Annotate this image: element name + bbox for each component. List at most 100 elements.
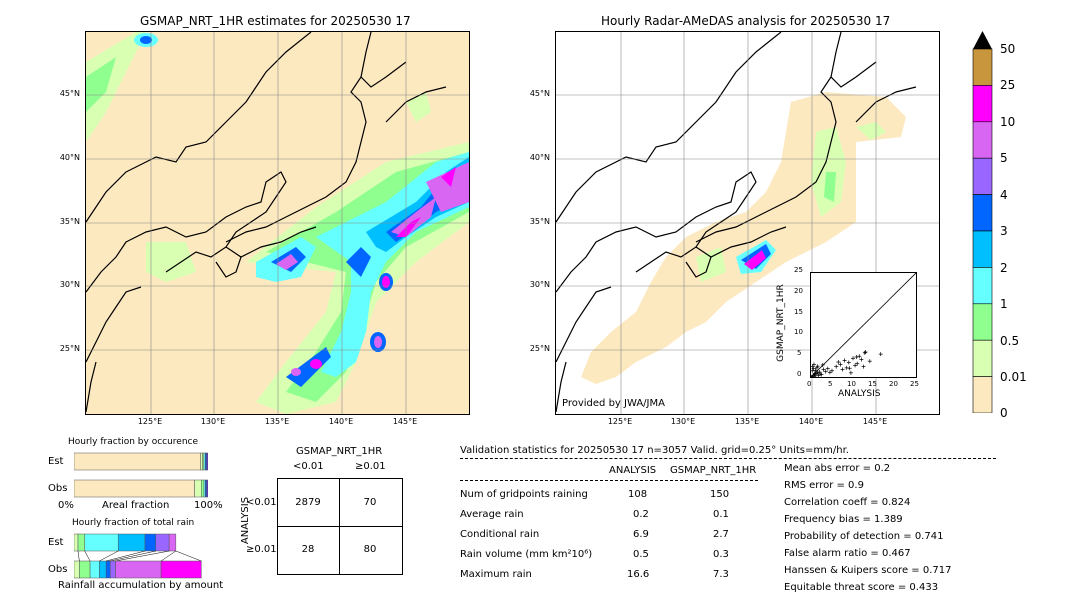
validation-row-analysis: 0.2 — [633, 509, 649, 520]
scatter-point — [857, 354, 862, 359]
scatter-point — [851, 356, 855, 361]
scatter-xlabel: ANALYSIS — [838, 389, 881, 399]
validation-score: False alarm ratio = 0.467 — [784, 548, 911, 559]
occurrence-est-label: Est — [48, 456, 64, 467]
left-lon-label: 135°E — [264, 417, 290, 426]
scatter-point — [861, 364, 866, 369]
left-lat-label: 45°N — [59, 89, 80, 98]
scatter-point — [859, 357, 864, 362]
occurrence-axis-min: 0% — [58, 500, 74, 511]
scatter-ytick: 15 — [794, 308, 803, 316]
totalrain-bar-segment — [79, 560, 91, 579]
validation-col-gsmap: GSMAP_NRT_1HR — [670, 465, 757, 476]
scatter-point — [817, 370, 822, 375]
colorbar-label: 4 — [1000, 188, 1008, 202]
scatter-point — [844, 365, 849, 370]
colorbar-label: 0.01 — [1000, 370, 1027, 384]
scatter-point — [862, 350, 867, 355]
totalrain-xlabel: Rainfall accumulation by amount — [58, 580, 224, 591]
totalrain-bar-segment — [73, 533, 79, 552]
scatter-ytick: 5 — [797, 349, 802, 357]
scatter-plot — [811, 273, 916, 377]
validation-row-analysis: 16.6 — [627, 569, 650, 580]
scatter-point — [813, 368, 818, 373]
occurrence-bars — [73, 451, 209, 499]
validation-score: Equitable threat score = 0.433 — [784, 582, 939, 593]
occurrence-bars-graphic — [73, 452, 209, 498]
totalrain-bar-segment — [155, 533, 170, 552]
colorbar-segment — [972, 194, 993, 232]
validation-score: Mean abs error = 0.2 — [784, 463, 891, 474]
right-lat-label: 40°N — [529, 153, 550, 162]
scatter-point — [811, 364, 815, 369]
left-coastline — [86, 32, 447, 413]
right-map: Provided by JWA/JMA — [555, 31, 940, 415]
right-coastline — [556, 32, 917, 413]
left-grid — [86, 32, 469, 414]
occurrence-bar-segment — [73, 452, 201, 471]
colorbar-label: 0 — [1000, 406, 1008, 420]
colorbar — [971, 31, 994, 414]
left-rain-field — [86, 32, 469, 414]
scatter-point — [815, 370, 820, 375]
provider-credit: Provided by JWA/JMA — [562, 398, 665, 409]
scatter-point — [815, 364, 820, 369]
left-map — [85, 31, 470, 415]
right-lat-label: 30°N — [529, 280, 550, 289]
contingency-col-label: <0.01 — [293, 461, 324, 472]
occurrence-axis-max: 100% — [194, 500, 223, 511]
contingency-row-label: ≥0.01 — [246, 544, 277, 555]
scatter-point — [811, 368, 815, 373]
occurrence-bar-segment — [73, 479, 195, 498]
scatter-point — [825, 366, 830, 371]
totalrain-bar-segment — [77, 533, 85, 552]
scatter-point — [848, 370, 853, 375]
totalrain-bar-segment — [84, 533, 119, 552]
totalrain-connector — [115, 550, 170, 562]
totalrain-est-label: Est — [48, 537, 64, 548]
colorbar-extend-arrow — [973, 31, 992, 49]
contingency-grid — [277, 478, 403, 575]
right-map-title: Hourly Radar-AMeDAS analysis for 2025053… — [601, 14, 891, 28]
occurrence-obs-label: Obs — [48, 483, 68, 494]
totalrain-bar-segment — [160, 560, 202, 579]
scatter-ytick: 10 — [794, 328, 803, 336]
validation-row-label: Rain volume (mm km²10⁶) — [460, 549, 593, 560]
colorbar-segment — [972, 121, 993, 159]
scatter-xtick: 10 — [847, 380, 856, 388]
validation-score: Frequency bias = 1.389 — [784, 514, 903, 525]
scatter-ytick: 25 — [794, 266, 803, 274]
validation-score: Hanssen & Kuipers score = 0.717 — [784, 565, 952, 576]
scatter-point — [867, 359, 872, 364]
validation-row-label: Average rain — [460, 509, 524, 520]
totalrain-connector — [106, 550, 146, 562]
totalrain-bar-segment — [105, 560, 111, 579]
left-lon-label: 125°E — [137, 417, 163, 426]
scatter-points — [811, 350, 883, 377]
totalrain-connector — [84, 550, 91, 562]
occurrence-bar-segment — [206, 452, 209, 471]
scatter-point — [812, 371, 817, 376]
colorbar-segment — [972, 376, 993, 414]
diagonal-line — [811, 273, 916, 377]
validation-row-gsmap: 0.1 — [713, 509, 729, 520]
scatter-xtick: 15 — [868, 380, 877, 388]
validation-score: RMS error = 0.9 — [784, 480, 864, 491]
scatter-point — [846, 360, 851, 365]
scatter-inset — [810, 272, 917, 378]
occurrence-bar-segment — [201, 479, 205, 498]
scatter-xtick: 20 — [889, 380, 898, 388]
colorbar-segment — [972, 339, 993, 377]
validation-header: Validation statistics for 20250530 17 n=… — [460, 445, 849, 456]
validation-row-gsmap: 7.3 — [713, 569, 729, 580]
totalrain-bar-segment — [99, 560, 107, 579]
right-lon-label: 125°E — [607, 417, 633, 426]
right-lon-label: 145°E — [862, 417, 888, 426]
right-lat-label: 35°N — [529, 217, 550, 226]
right-lon-label: 140°E — [798, 417, 824, 426]
left-lat-label: 35°N — [59, 217, 80, 226]
totalrain-bars — [73, 532, 208, 580]
colorbar-label: 10 — [1000, 115, 1016, 129]
totalrain-connector — [160, 550, 176, 562]
colorbar-segment — [972, 267, 993, 305]
